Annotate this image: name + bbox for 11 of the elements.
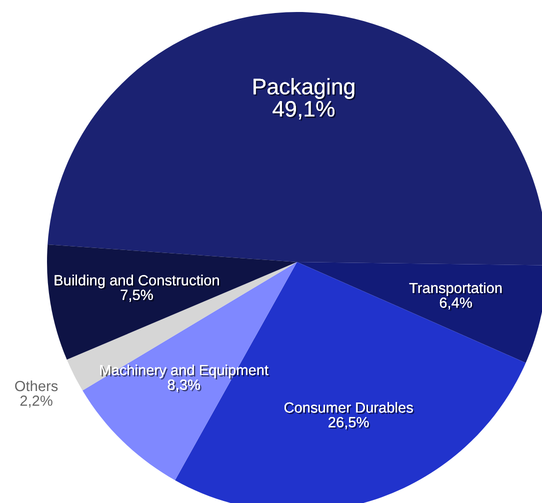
data-label: 2,2% bbox=[20, 396, 52, 408]
data-label: 7,5% bbox=[120, 290, 154, 304]
slice-label: Packaging bbox=[254, 78, 356, 100]
slice-label: Transportation bbox=[409, 282, 503, 298]
data-label: 49,1% bbox=[272, 101, 336, 121]
data-label: 6,4% bbox=[440, 297, 474, 311]
data-label: 26,5% bbox=[328, 417, 370, 430]
slice-label: Consumer Durables bbox=[284, 402, 414, 414]
data-label: 8,3% bbox=[168, 380, 202, 393]
slice-label: Others bbox=[15, 380, 58, 392]
slice-label: Building and Construction bbox=[54, 274, 220, 290]
